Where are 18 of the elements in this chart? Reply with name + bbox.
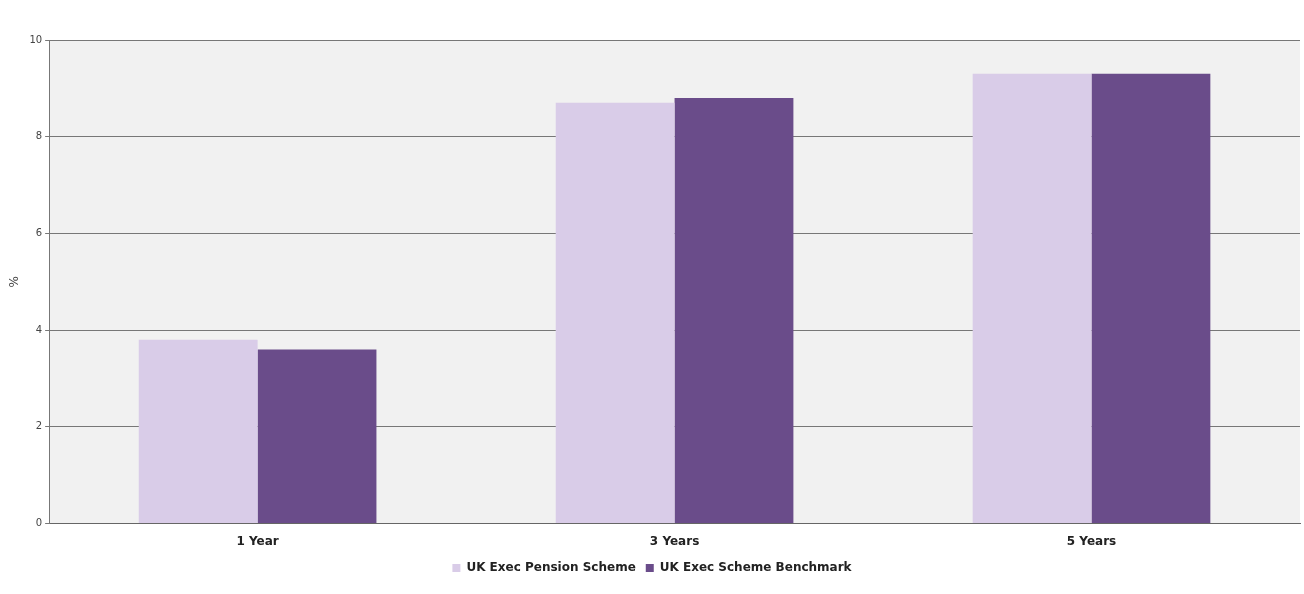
legend-label: UK Exec Scheme Benchmark <box>659 560 853 575</box>
x-tick-label: 5 Years <box>1066 533 1117 548</box>
bar <box>972 73 1092 524</box>
x-tick-label: 3 Years <box>649 533 700 548</box>
bar <box>1091 73 1211 524</box>
y-axis-title: % <box>7 276 22 288</box>
y-tick-label: 6 <box>35 227 43 239</box>
y-tick-label: 4 <box>35 323 43 335</box>
bar <box>674 98 794 524</box>
bar <box>138 339 258 524</box>
y-tick-label: 8 <box>35 130 43 142</box>
x-tick-label: 1 Year <box>236 533 279 548</box>
bar <box>555 102 675 524</box>
y-tick-label: 2 <box>35 420 43 432</box>
y-tick-label: 0 <box>35 517 43 529</box>
y-tick-label: 10 <box>29 33 43 45</box>
legend-label: UK Exec Pension Scheme <box>466 560 636 575</box>
bar <box>257 349 377 524</box>
